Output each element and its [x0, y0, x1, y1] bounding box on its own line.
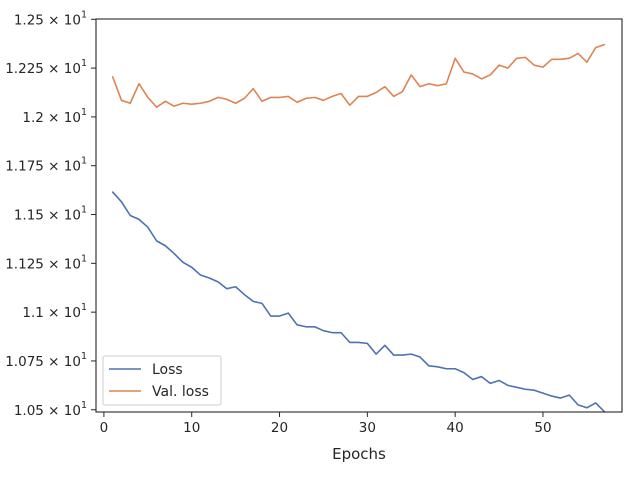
y-tick-label: 1.25 × 101: [14, 9, 87, 28]
y-tick-label: 1.225 × 101: [5, 58, 87, 77]
x-axis-label: Epochs: [332, 445, 386, 463]
x-tick-label: 0: [100, 420, 109, 436]
y-tick-label: 1.2 × 101: [22, 107, 87, 126]
x-tick-label: 10: [183, 420, 200, 436]
y-tick-label: 1.075 × 101: [5, 351, 87, 370]
series-line-loss: [111, 191, 606, 413]
series-lines: [111, 43, 606, 413]
legend-label-loss: Loss: [152, 362, 183, 378]
legend-label-val-loss: Val. loss: [152, 384, 209, 400]
x-tick-label: 20: [271, 420, 288, 436]
y-tick-label: 1.05 × 101: [14, 400, 87, 419]
y-tick-label: 1.1 × 101: [22, 302, 87, 321]
plot-area-frame: [95, 18, 623, 413]
y-tick-label: 1.175 × 101: [5, 156, 87, 175]
x-tick-label: 30: [359, 420, 376, 436]
y-tick-label: 1.15 × 101: [14, 205, 87, 224]
y-axis: 1.05 × 101 1.075 × 101 1.1 × 101 1.125 × 10…: [5, 9, 96, 419]
series-line-val-loss: [111, 43, 606, 108]
x-tick-label: 40: [447, 420, 464, 436]
y-tick-label: 1.125 × 101: [5, 253, 87, 272]
legend: Loss Val. loss: [102, 355, 222, 406]
x-tick-label: 50: [534, 420, 551, 436]
x-axis: 0 10 20 30 40 50: [100, 412, 552, 436]
